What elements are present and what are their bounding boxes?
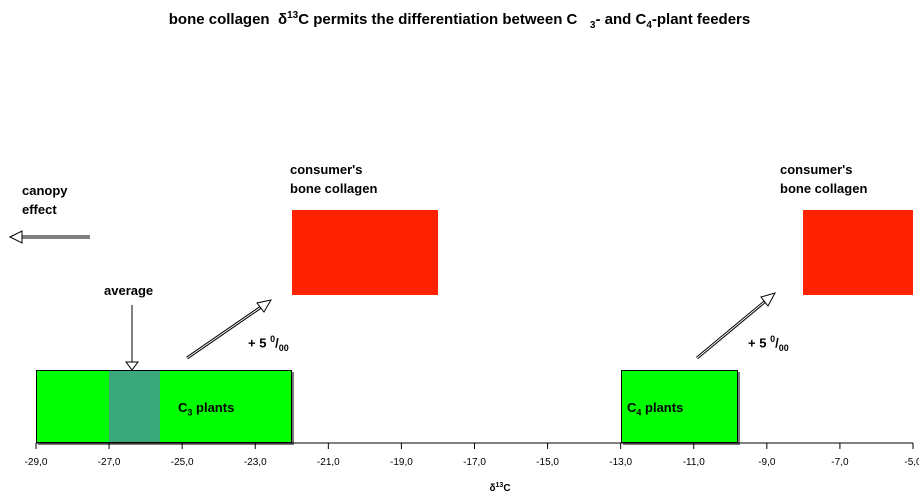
shift-c3-label: + 5 0/00 — [248, 334, 289, 353]
consumer-c4-range — [803, 210, 913, 295]
x-tick-label: -27,0 — [98, 457, 121, 468]
average-label: average — [104, 283, 154, 298]
x-tick-label: -11,0 — [683, 457, 705, 468]
diagram-title: bone collagen δ13C permits the different… — [168, 10, 751, 31]
x-tick-label: -13,0 — [609, 457, 632, 468]
x-axis-title: δ13C — [489, 482, 510, 494]
canopy-arrow — [8, 230, 90, 244]
x-tick-label: -19,0 — [390, 457, 413, 468]
x-tick-label: -9,0 — [758, 457, 776, 468]
canopy-effect-label: canopy effect — [22, 183, 68, 217]
consumer-c4-label: consumer's bone collagen — [780, 162, 868, 196]
x-tick-label: -21,0 — [317, 457, 340, 468]
x-tick-label: -23,0 — [244, 457, 267, 468]
x-tick-label: -25,0 — [171, 457, 194, 468]
c3-average-range — [109, 371, 161, 442]
x-tick-label: -29,0 — [25, 457, 48, 468]
shift-c3-arrow — [186, 299, 273, 360]
x-tick-label: -15,0 — [536, 457, 559, 468]
average-pointer-head — [125, 361, 139, 371]
c3-plants-label: C3 plants — [178, 400, 235, 418]
shift-c4-label: + 5 0/00 — [748, 334, 789, 353]
consumer-c3-label: consumer's bone collagen — [290, 162, 378, 196]
x-tick-label: -17,0 — [463, 457, 486, 468]
x-tick-label: -7,0 — [831, 457, 849, 468]
c4-plants-range — [620, 370, 738, 443]
consumer-c3-range — [291, 210, 438, 295]
shift-c4-arrow — [696, 292, 777, 360]
x-tick-label: -5,0 — [904, 457, 919, 468]
c4-plants-label: C4 plants — [627, 400, 684, 418]
